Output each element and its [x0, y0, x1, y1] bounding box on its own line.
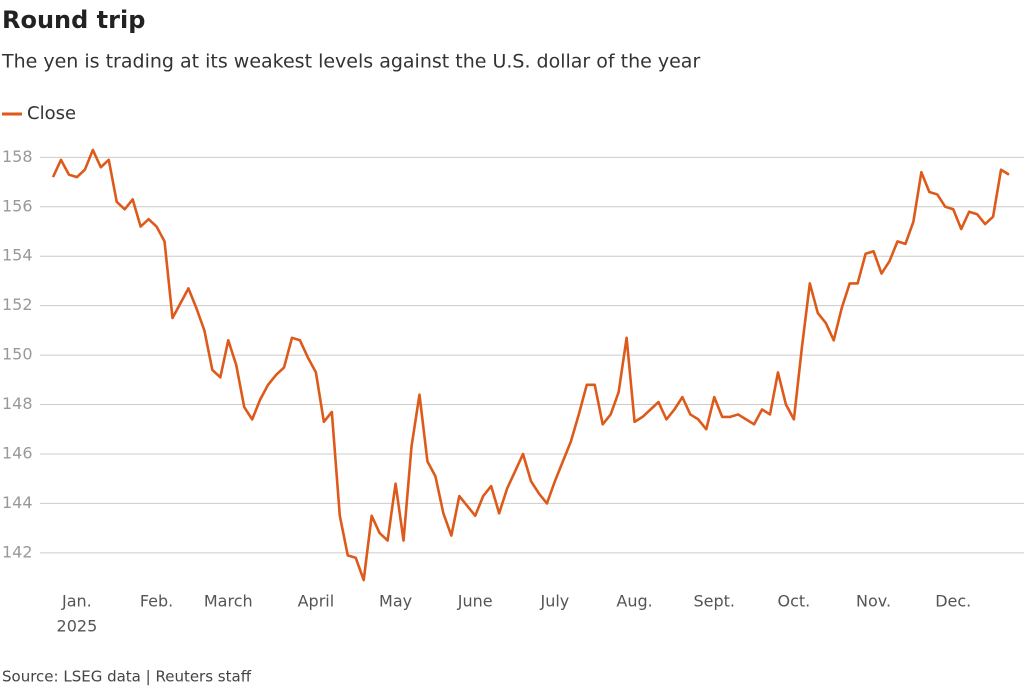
x-tick-label: March	[204, 592, 253, 611]
x-tick-label: Aug.	[616, 592, 652, 611]
x-tick-label: May	[379, 592, 412, 611]
x-tick-label: Dec.	[935, 592, 971, 611]
x-tick-label: July	[540, 592, 570, 611]
x-tick-label: April	[298, 592, 335, 611]
source-note: Source: LSEG data | Reuters staff	[2, 668, 252, 686]
x-tick-label: June	[457, 592, 493, 611]
y-tick-label: 154	[2, 246, 33, 265]
x-tick-label: Feb.	[140, 592, 173, 611]
y-tick-label: 156	[2, 196, 33, 215]
x-year-label: 2025	[57, 617, 98, 636]
chart-subtitle: The yen is trading at its weakest levels…	[1, 51, 700, 73]
x-tick-label: Jan.	[61, 592, 92, 611]
y-tick-label: 150	[2, 345, 33, 364]
y-tick-label: 152	[2, 295, 33, 314]
x-tick-label: Oct.	[778, 592, 811, 611]
data-line	[51, 148, 1010, 582]
x-tick-label: Sept.	[693, 592, 735, 611]
y-tick-label: 148	[2, 394, 33, 413]
y-tick-label: 144	[2, 493, 33, 512]
y-tick-label: 142	[2, 542, 33, 561]
chart-title: Round trip	[2, 6, 145, 34]
legend-label: Close	[27, 103, 76, 124]
x-tick-label: Nov.	[856, 592, 891, 611]
y-tick-label: 146	[2, 443, 33, 462]
y-tick-label: 158	[2, 147, 33, 166]
